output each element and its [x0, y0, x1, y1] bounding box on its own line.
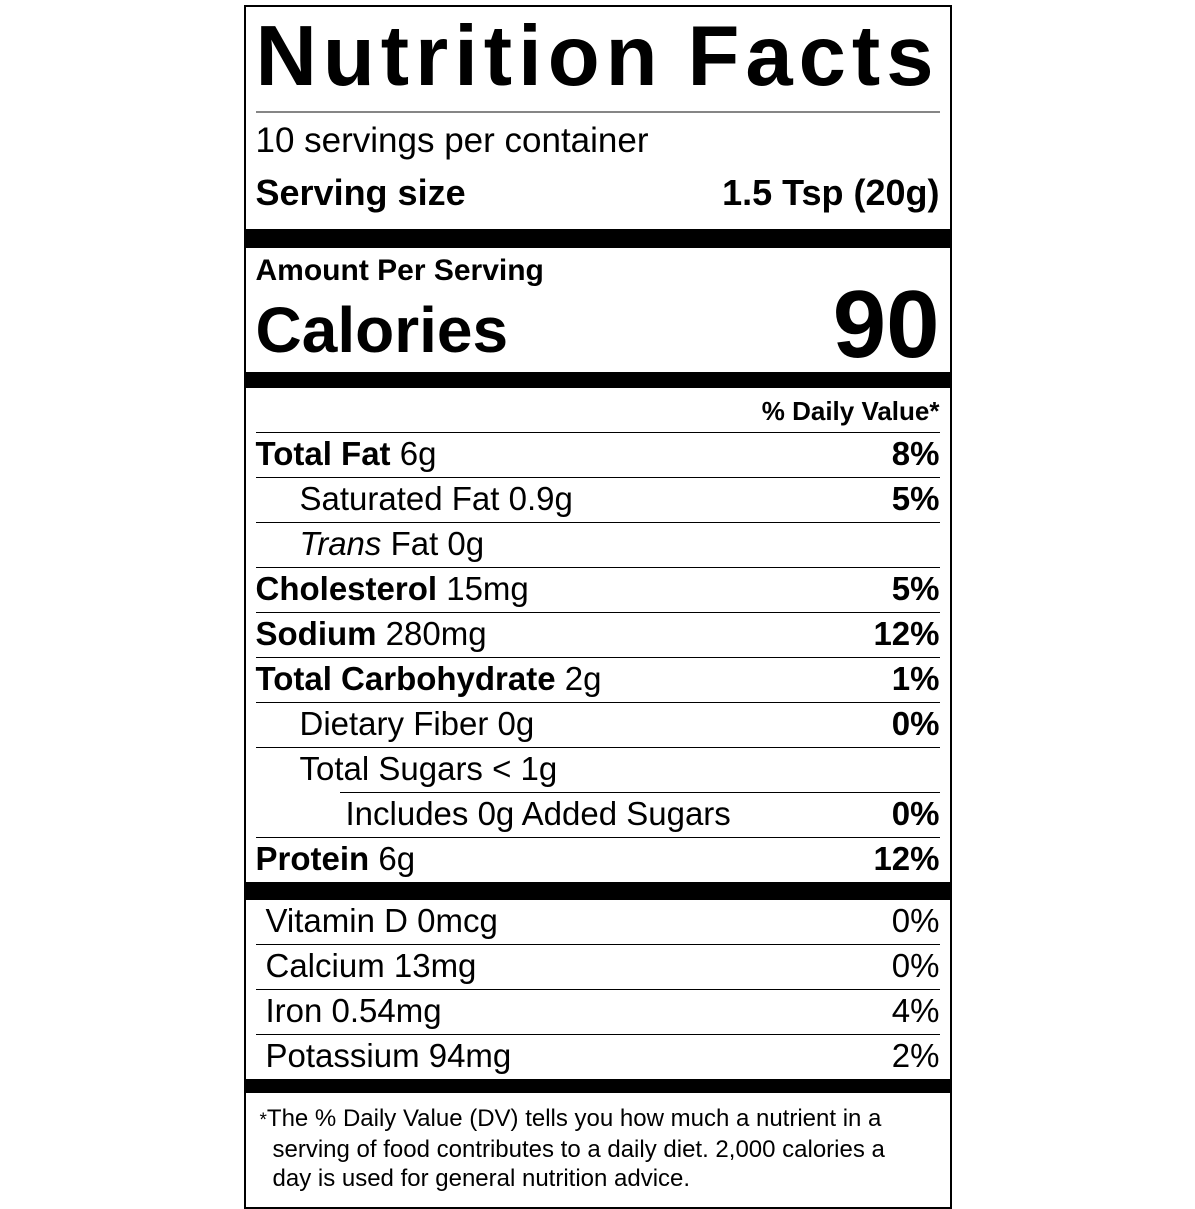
servings-per-container: 10 servings per container: [255, 121, 649, 160]
amount-per-serving-label: Amount Per Serving: [255, 254, 544, 287]
nutrient-name: Total Fat 6g: [255, 434, 437, 472]
nutrient-row-sodium: Sodium 280mg 12%: [255, 611, 940, 657]
footnote-text-block: *The % Daily Value (DV) tells you how mu…: [260, 1104, 922, 1193]
nutrient-name: Dietary Fiber 0g: [299, 704, 535, 742]
nutrient-name: Total Carbohydrate 2g: [255, 659, 602, 697]
vitamin-dv: 0%: [891, 901, 940, 939]
nutrient-dv: 5%: [891, 569, 940, 607]
title-divider-rule: [255, 111, 940, 113]
calories-row: Calories 90: [246, 271, 950, 378]
nutrient-name: Saturated Fat 0.9g: [299, 479, 573, 517]
nutrient-name: Protein 6g: [255, 839, 416, 877]
vitamin-name: Potassium 94mg: [265, 1036, 512, 1074]
nutrient-row-added-sugars: Includes 0g Added Sugars 0%: [339, 791, 940, 837]
nutrient-dv: 12%: [873, 614, 940, 652]
footnote-text: The % Daily Value (DV) tells you how muc…: [266, 1104, 885, 1192]
nutrient-row-cholesterol: Cholesterol 15mg 5%: [255, 566, 940, 612]
section-divider-bar-medium: [245, 371, 950, 388]
serving-size-row: Serving size 1.5 Tsp (20g): [246, 161, 950, 229]
nutrient-rows: Total Fat 6g 8% Saturated Fat 0.9g 5% Tr…: [255, 431, 940, 882]
nutrient-dv: 5%: [891, 479, 940, 517]
vitamin-name: Calcium 13mg: [265, 946, 477, 984]
calories-value: 90: [832, 271, 940, 378]
nutrient-row-dietary-fiber: Dietary Fiber 0g 0%: [255, 701, 940, 747]
vitamin-row-calcium: Calcium 13mg 0%: [255, 943, 940, 989]
nutrient-dv: 0%: [891, 704, 940, 742]
section-divider-bar-thick: [245, 229, 950, 248]
label-title-word1: Nutrition: [255, 9, 664, 104]
footnote-asterisk: *: [259, 1109, 267, 1131]
vitamin-name: Vitamin D 0mcg: [265, 901, 498, 939]
nutrient-row-total-carbohydrate: Total Carbohydrate 2g 1%: [255, 656, 940, 702]
nutrient-row-total-fat: Total Fat 6g 8%: [255, 431, 940, 477]
vitamin-dv: 4%: [891, 991, 940, 1029]
vitamin-name: Iron 0.54mg: [265, 991, 442, 1029]
section-divider-bar-bottom: [245, 1078, 950, 1093]
serving-size-label: Serving size: [255, 172, 466, 213]
nutrient-row-saturated-fat: Saturated Fat 0.9g 5%: [255, 476, 940, 522]
footnote: *The % Daily Value (DV) tells you how mu…: [246, 1093, 950, 1207]
nutrient-row-trans-fat: Trans Fat 0g: [255, 521, 940, 567]
vitamin-row-iron: Iron 0.54mg 4%: [255, 988, 940, 1034]
nutrient-dv: 12%: [873, 839, 940, 877]
vitamin-dv: 0%: [891, 946, 940, 984]
nutrient-name: Includes 0g Added Sugars: [345, 794, 731, 832]
nutrient-row-total-sugars: Total Sugars < 1g: [255, 746, 940, 792]
serving-size-value: 1.5 Tsp (20g): [722, 172, 940, 213]
vitamin-dv: 2%: [891, 1036, 940, 1074]
vitamin-row-vitamin-d: Vitamin D 0mcg 0%: [256, 900, 940, 944]
nutrient-name: Sodium 280mg: [255, 614, 487, 652]
nutrition-facts-label: Nutrition Facts 10 servings per containe…: [243, 5, 952, 1209]
calories-label: Calories: [255, 293, 509, 366]
nutrient-row-protein: Protein 6g 12%: [255, 836, 940, 882]
nutrient-name: Cholesterol 15mg: [255, 569, 529, 607]
label-title: Nutrition Facts: [246, 7, 950, 99]
nutrient-dv: 0%: [891, 794, 940, 832]
section-divider-bar-thick: [245, 881, 950, 900]
nutrient-name: Total Sugars < 1g: [299, 749, 558, 787]
label-title-word2: Facts: [687, 9, 940, 104]
nutrient-dv: 8%: [891, 434, 940, 472]
vitamin-row-potassium: Potassium 94mg 2%: [255, 1033, 940, 1079]
nutrient-dv: 1%: [891, 659, 940, 697]
vitamin-rows: Vitamin D 0mcg 0% Calcium 13mg 0% Iron 0…: [255, 900, 940, 1079]
nutrient-name: Trans Fat 0g: [299, 524, 485, 562]
daily-value-header: % Daily Value*: [761, 395, 940, 426]
